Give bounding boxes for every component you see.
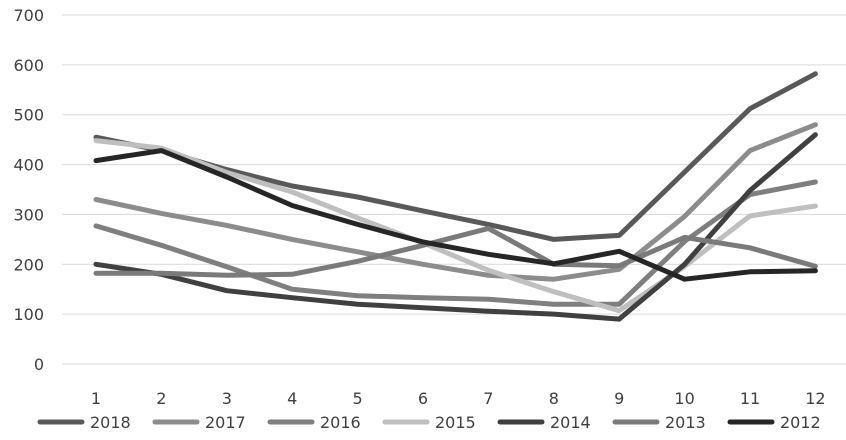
series-line-2013 — [93, 225, 818, 278]
y-tick-label: 400 — [13, 156, 44, 175]
x-tick-label: 11 — [740, 389, 760, 408]
legend-label: 2016 — [320, 413, 361, 432]
y-axis-ticks: 0 100 200 300 400 500 600 700 — [13, 6, 44, 374]
series-line-2015 — [93, 138, 818, 314]
x-tick-label: 9 — [614, 389, 624, 408]
series-lines — [93, 71, 818, 322]
x-tick-label: 4 — [287, 389, 297, 408]
x-tick-label: 5 — [353, 389, 363, 408]
legend-label: 2017 — [205, 413, 246, 432]
y-tick-label: 500 — [13, 106, 44, 125]
x-tick-label: 8 — [549, 389, 559, 408]
series-line-2014 — [93, 132, 818, 322]
legend-label: 2012 — [780, 413, 821, 432]
y-tick-label: 200 — [13, 255, 44, 274]
y-tick-label: 100 — [13, 305, 44, 324]
y-tick-label: 0 — [34, 355, 44, 374]
legend-label: 2013 — [665, 413, 706, 432]
series-line-2016 — [93, 179, 818, 307]
series-line-2012 — [93, 148, 818, 282]
x-tick-label: 1 — [91, 389, 101, 408]
x-axis-ticks: 1 2 3 4 5 6 7 8 9 10 11 12 — [91, 389, 826, 408]
legend-label: 2018 — [90, 413, 131, 432]
x-tick-label: 7 — [483, 389, 493, 408]
legend-label: 2014 — [550, 413, 591, 432]
legend: 2018 2017 2016 2015 2014 2013 2012 — [37, 413, 821, 432]
x-tick-label: 10 — [674, 389, 694, 408]
y-tick-label: 300 — [13, 205, 44, 224]
series-line-2017 — [93, 122, 818, 282]
x-tick-label: 6 — [418, 389, 428, 408]
legend-label: 2015 — [435, 413, 476, 432]
x-tick-label: 12 — [805, 389, 825, 408]
x-tick-label: 3 — [222, 389, 232, 408]
y-tick-label: 700 — [13, 6, 44, 25]
y-tick-label: 600 — [13, 56, 44, 75]
x-tick-label: 2 — [156, 389, 166, 408]
